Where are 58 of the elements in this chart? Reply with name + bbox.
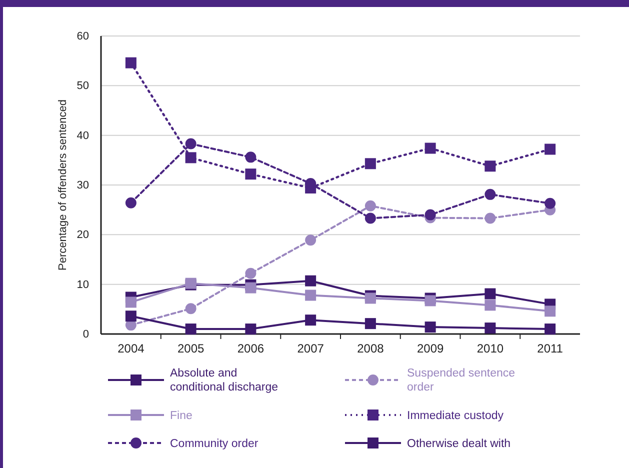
point <box>484 322 496 334</box>
y-tick-label: 50 <box>76 80 89 92</box>
point <box>364 212 376 224</box>
point <box>364 158 376 170</box>
x-tick-label: 2004 <box>118 342 145 356</box>
legend-label: Community order <box>170 438 258 450</box>
point <box>305 290 316 301</box>
legend-label: Otherwise dealt with <box>407 438 511 450</box>
point <box>125 296 136 308</box>
point <box>185 303 196 314</box>
point <box>305 275 316 286</box>
point <box>125 310 136 322</box>
point <box>364 318 376 330</box>
point <box>484 212 496 224</box>
x-tick-label: 2011 <box>537 342 564 356</box>
point <box>185 152 196 164</box>
y-tick-label: 60 <box>76 30 89 43</box>
y-tick-label: 0 <box>82 328 89 341</box>
point <box>364 292 376 304</box>
point <box>424 322 436 333</box>
x-tick-label: 2010 <box>476 342 504 356</box>
legend-label: Suspended sentence order <box>407 368 516 394</box>
point <box>424 209 436 220</box>
legend-label: Absolute and conditional discharge <box>170 368 278 394</box>
point <box>424 142 436 154</box>
x-tick-label: 2009 <box>416 342 444 356</box>
point <box>544 144 556 155</box>
point <box>245 168 256 180</box>
point <box>305 234 316 246</box>
point <box>544 198 556 209</box>
legend-label: Fine <box>170 410 192 422</box>
y-tick-label: 10 <box>76 278 89 291</box>
point <box>364 200 376 212</box>
point <box>125 197 136 208</box>
x-tick-label: 2008 <box>357 342 384 356</box>
point <box>185 324 196 335</box>
y-tick-label: 20 <box>76 229 89 242</box>
point <box>484 300 496 311</box>
point <box>424 295 436 306</box>
point <box>484 288 496 300</box>
x-tick-label: 2007 <box>297 342 324 356</box>
point <box>484 160 496 172</box>
point <box>544 306 556 317</box>
point <box>245 282 256 294</box>
y-tick-label: 40 <box>76 130 89 142</box>
point <box>125 57 136 68</box>
point <box>544 324 556 335</box>
x-tick-label: 2006 <box>237 342 264 356</box>
point <box>245 152 256 163</box>
point <box>245 268 256 279</box>
point <box>185 138 196 150</box>
y-axis-title: Percentage of offenders sentenced <box>57 99 69 271</box>
point <box>484 188 496 200</box>
y-tick-label: 30 <box>76 180 89 192</box>
legend-label: Immediate custody <box>407 410 504 422</box>
x-tick-label: 2005 <box>177 342 204 356</box>
point <box>245 324 256 335</box>
point <box>305 314 316 326</box>
